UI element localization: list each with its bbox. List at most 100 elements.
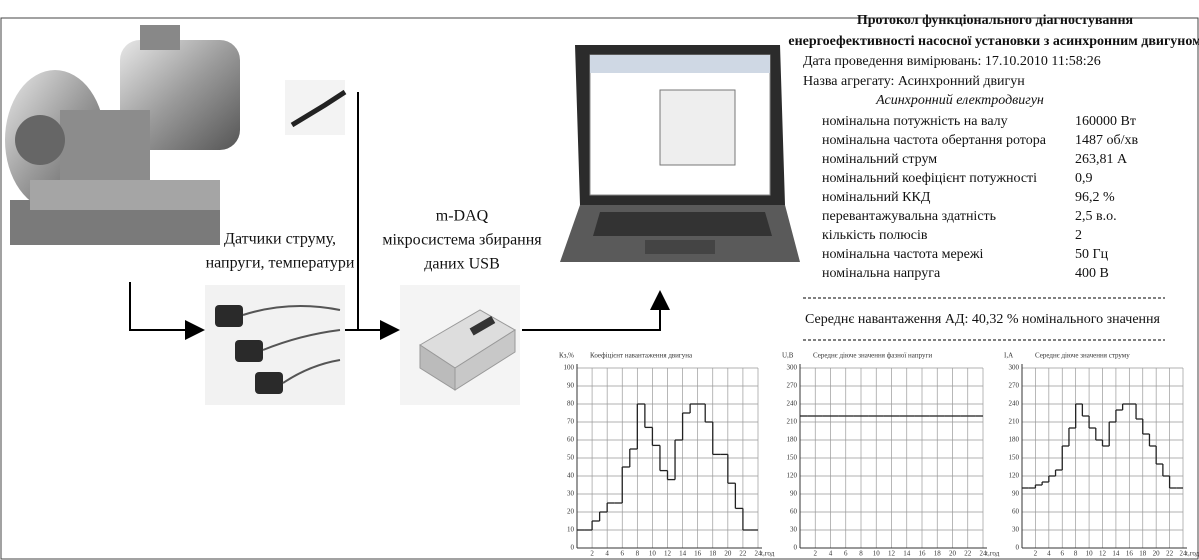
y-tick-label: 90 [790,490,798,498]
y-tick-label: 30 [567,490,575,498]
param-name: номінальна частота мережі [822,247,984,262]
x-tick-label: 18 [1139,550,1147,558]
x-tick-label: 4 [605,550,609,558]
x-tick-label: 20 [1153,550,1161,558]
chart-title: Середнє діюче значення фазної напруги [813,352,932,360]
y-tick-label: 210 [787,418,798,426]
report-unit: Назва агрегату: Асинхронний двигун [803,74,1025,89]
y-tick-label: 240 [787,400,798,408]
param-value: 1487 об/хв [1075,133,1139,148]
report-summary: Середнє навантаження АД: 40,32 % номінал… [805,312,1161,327]
y-tick-label: 150 [787,454,798,462]
chart-title: Коефіцієнт навантаження двигуна [590,352,693,360]
x-tick-label: 20 [724,550,732,558]
x-tick-label: 10 [873,550,881,558]
x-tick-label: 14 [903,550,911,558]
x-tick-label: 12 [664,550,672,558]
x-tick-label: 18 [934,550,942,558]
param-name: номінальний струм [822,152,937,167]
x-tick-label: 2 [590,550,594,558]
param-value: 0,9 [1075,171,1093,186]
x-tick-label: 6 [621,550,625,558]
x-tick-label: 8 [1074,550,1078,558]
x-tick-label: 4 [1047,550,1051,558]
x-tick-label: 18 [709,550,717,558]
y-tick-label: 270 [787,382,798,390]
x-tick-label: 6 [1061,550,1065,558]
x-tick-label: 24 [755,550,763,558]
y-tick-label: 60 [567,436,575,444]
x-tick-label: 22 [1166,550,1174,558]
x-tick-label: 2 [1034,550,1038,558]
y-tick-label: 20 [567,508,575,516]
y-tick-label: 60 [1012,508,1020,516]
y-tick-label: 270 [1009,382,1020,390]
y-tick-label: 0 [794,544,798,552]
sensors-label: напруги, температури [206,255,355,272]
param-name: номінальний коефіцієнт потужності [822,171,1037,186]
frame [0,17,1199,560]
sensors-label: Датчики струму, [224,231,336,248]
pump-image [5,25,240,245]
param-name: номінальна напруга [822,266,941,281]
param-value: 96,2 % [1075,190,1115,205]
x-tick-label: 12 [888,550,896,558]
y-tick-label: 60 [790,508,798,516]
chart-title: Середнє діюче значення струму [1035,352,1130,360]
chart-y-label: I,A [1004,352,1013,360]
y-tick-label: 300 [1009,364,1020,372]
x-axis-label: t,год [986,550,1000,558]
param-name: кількість полюсів [822,228,928,243]
x-tick-label: 12 [1099,550,1107,558]
y-tick-label: 40 [567,472,575,480]
y-tick-label: 180 [1009,436,1020,444]
y-tick-label: 30 [790,526,798,534]
report-subtitle: Асинхронний електродвигун [875,93,1044,108]
y-tick-label: 30 [1012,526,1020,534]
x-tick-label: 16 [694,550,702,558]
report-title: енергоефективності насосної установки з … [788,34,1199,49]
x-tick-label: 22 [964,550,972,558]
daq-label: мікросистема збирання [382,232,542,249]
sensors-image [205,285,345,405]
y-tick-label: 0 [1016,544,1020,552]
param-name: номінальна потужність на валу [822,114,1008,129]
y-tick-label: 120 [787,472,798,480]
y-tick-label: 150 [1009,454,1020,462]
daq-image [400,285,520,405]
chart-y-label: U,B [782,352,794,360]
param-value: 2 [1075,228,1082,243]
y-tick-label: 70 [567,418,575,426]
connectors [129,92,670,340]
param-value: 50 Гц [1075,247,1109,262]
param-name: номінальна частота обертання ротора [822,133,1047,148]
y-tick-label: 210 [1009,418,1020,426]
y-tick-label: 120 [1009,472,1020,480]
param-value: 400 В [1075,266,1109,281]
param-name: номінальний ККД [822,190,931,205]
param-name: перевантажувальна здатність [822,209,996,224]
y-tick-label: 80 [567,400,575,408]
x-tick-label: 2 [814,550,818,558]
y-tick-label: 300 [787,364,798,372]
probe-image [285,80,347,135]
y-tick-label: 180 [787,436,798,444]
chart-y-label: Кз,% [559,352,574,360]
y-tick-label: 50 [567,454,575,462]
daq-label: m-DAQ [436,208,489,225]
x-tick-label: 24 [980,550,988,558]
report-date: Дата проведення вимірювань: 17.10.2010 1… [803,54,1101,69]
x-tick-label: 16 [1126,550,1134,558]
x-tick-label: 16 [919,550,927,558]
x-tick-label: 8 [636,550,640,558]
x-tick-label: 6 [844,550,848,558]
param-value: 2,5 в.о. [1075,209,1117,224]
param-value: 263,81 А [1075,152,1128,167]
laptop-image [560,45,800,262]
y-tick-label: 240 [1009,400,1020,408]
x-tick-label: 24 [1180,550,1188,558]
x-tick-label: 14 [679,550,687,558]
y-tick-label: 100 [564,364,575,372]
y-tick-label: 0 [571,544,575,552]
